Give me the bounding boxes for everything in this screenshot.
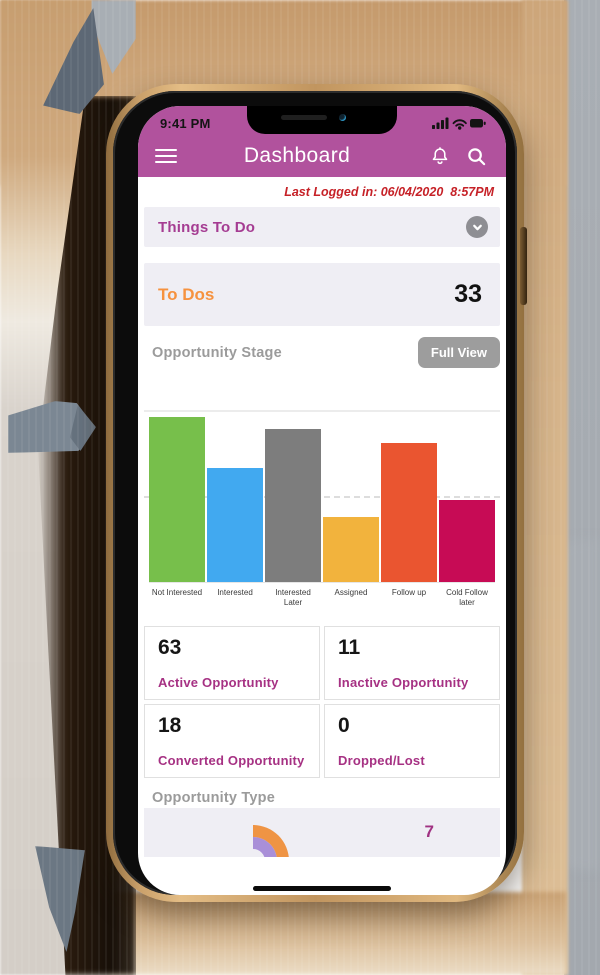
opportunity-stats-grid: 63 Active Opportunity 11 Inactive Opport… — [144, 625, 500, 778]
bar-cold-follow-later — [439, 500, 495, 582]
stat-value: 0 — [338, 713, 350, 737]
bar-not-interested — [149, 417, 205, 582]
opportunity-type-value: 7 — [424, 822, 434, 842]
hamburger-icon[interactable] — [155, 148, 177, 164]
donut-arc-chart — [253, 824, 289, 857]
opportunity-stage-heading: Opportunity Stage — [152, 344, 282, 361]
chart-dashed-gridline — [144, 496, 500, 499]
last-logged-text: Last Logged in: 06/04/2020 8:57PM — [284, 185, 494, 199]
chart-bars — [149, 412, 495, 583]
bar-assigned — [323, 517, 379, 582]
bar-follow-up — [381, 442, 437, 582]
stat-cell-active: 63 Active Opportunity — [144, 625, 320, 700]
status-time: 9:41 PM — [160, 115, 211, 131]
stat-value: 63 — [158, 635, 182, 659]
full-view-button[interactable]: Full View — [417, 337, 500, 368]
chart-x-axis-labels: Not Interested Interested Interested Later… — [144, 588, 500, 609]
stat-cell-inactive: 11 Inactive Opportunity — [324, 625, 500, 700]
opportunity-type-panel: 7 — [144, 807, 500, 857]
status-bar: 9:41 PM — [138, 106, 506, 133]
front-camera — [339, 114, 346, 121]
todos-label: To Dos — [158, 284, 215, 304]
bar-label: Follow up — [391, 588, 427, 597]
home-indicator[interactable] — [253, 886, 391, 891]
stat-label: Active Opportunity — [158, 674, 279, 690]
todos-row[interactable]: To Dos 33 — [144, 263, 500, 326]
status-icons — [432, 116, 486, 130]
chevron-down-icon[interactable] — [466, 216, 488, 238]
bar-label: Assigned — [334, 588, 368, 597]
donut-arc-outer — [253, 824, 289, 857]
phone-notch — [247, 106, 397, 134]
bar-label: Not Interested — [151, 588, 203, 597]
todos-count: 33 — [454, 280, 482, 308]
speaker-grille — [281, 115, 327, 120]
stat-value: 18 — [158, 713, 182, 737]
phone-bezel: 9:41 PM — [113, 91, 517, 895]
donut-arc-inner — [253, 836, 277, 857]
search-icon[interactable] — [463, 143, 489, 169]
bg-tan-bottom — [106, 892, 566, 975]
bar-label: Interested Later — [275, 588, 311, 608]
signal-wifi-battery-icons — [432, 117, 486, 130]
stat-cell-dropped: 0 Dropped/Lost — [324, 703, 500, 778]
phone-mockup: 9:41 PM — [106, 84, 527, 902]
opportunity-type-heading: Opportunity Type — [152, 789, 275, 806]
bar-label: Interested — [217, 588, 253, 597]
bar-interested-later — [265, 429, 321, 582]
bar-label: Cold Follow later — [446, 588, 488, 608]
app-bar: 9:41 PM — [138, 106, 506, 177]
stat-label: Inactive Opportunity — [338, 674, 469, 690]
stat-label: Converted Opportunity — [158, 752, 305, 768]
things-to-do-label: Things To Do — [158, 218, 256, 236]
bg-tan-right — [522, 0, 568, 975]
stat-cell-converted: 18 Converted Opportunity — [144, 703, 320, 778]
stat-value: 11 — [338, 635, 361, 659]
phone-screen: 9:41 PM — [138, 106, 506, 895]
opportunity-stage-chart — [144, 410, 500, 584]
bar-interested — [207, 468, 263, 582]
power-button — [520, 227, 527, 305]
opportunity-stage-header: Opportunity Stage Full View — [144, 336, 500, 369]
header-row: Dashboard — [138, 135, 506, 177]
stat-label: Dropped/Lost — [338, 752, 425, 768]
things-to-do-row[interactable]: Things To Do — [144, 207, 500, 247]
bell-icon[interactable] — [427, 143, 453, 169]
page-title: Dashboard — [243, 144, 351, 167]
